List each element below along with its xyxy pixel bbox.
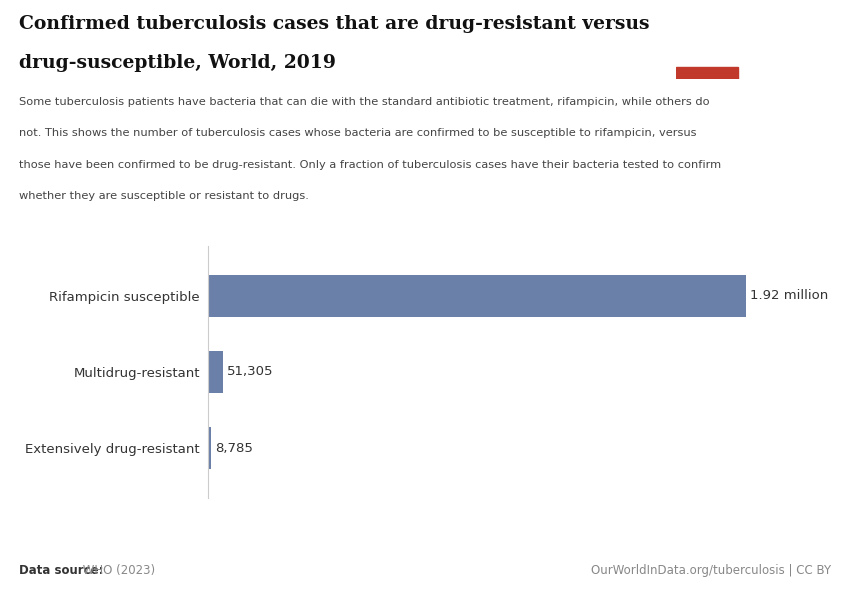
- Text: whether they are susceptible or resistant to drugs.: whether they are susceptible or resistan…: [19, 191, 309, 201]
- Text: 8,785: 8,785: [215, 442, 252, 455]
- Text: 51,305: 51,305: [227, 365, 274, 379]
- Text: those have been confirmed to be drug-resistant. Only a fraction of tuberculosis : those have been confirmed to be drug-res…: [19, 160, 721, 170]
- Text: drug-susceptible, World, 2019: drug-susceptible, World, 2019: [19, 54, 336, 72]
- Text: not. This shows the number of tuberculosis cases whose bacteria are confirmed to: not. This shows the number of tuberculos…: [19, 128, 696, 139]
- Bar: [208, 351, 223, 393]
- Text: 1.92 million: 1.92 million: [750, 289, 828, 302]
- Bar: [208, 427, 211, 469]
- Bar: [676, 67, 738, 79]
- Text: Our World: Our World: [715, 22, 785, 35]
- Bar: [208, 275, 745, 317]
- Text: Some tuberculosis patients have bacteria that can die with the standard antibiot: Some tuberculosis patients have bacteria…: [19, 97, 709, 107]
- Text: OurWorldInData.org/tuberculosis | CC BY: OurWorldInData.org/tuberculosis | CC BY: [591, 564, 831, 577]
- Text: Data source:: Data source:: [19, 564, 103, 577]
- Text: Confirmed tuberculosis cases that are drug-resistant versus: Confirmed tuberculosis cases that are dr…: [19, 15, 649, 33]
- Text: WHO (2023): WHO (2023): [79, 564, 156, 577]
- Text: in Data: in Data: [725, 44, 775, 58]
